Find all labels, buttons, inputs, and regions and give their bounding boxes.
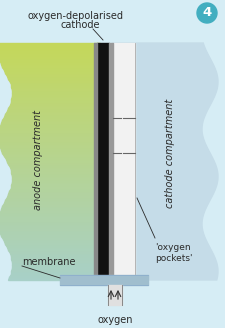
Polygon shape <box>5 111 100 114</box>
Polygon shape <box>2 117 100 120</box>
Polygon shape <box>7 247 100 250</box>
Polygon shape <box>4 241 100 244</box>
Polygon shape <box>0 141 100 144</box>
Polygon shape <box>9 82 100 85</box>
Polygon shape <box>1 64 100 67</box>
Polygon shape <box>7 194 100 197</box>
Polygon shape <box>0 55 100 58</box>
Polygon shape <box>2 203 100 206</box>
Circle shape <box>197 3 217 23</box>
Polygon shape <box>0 123 100 126</box>
Polygon shape <box>8 105 100 108</box>
Polygon shape <box>7 161 100 164</box>
Polygon shape <box>0 135 100 138</box>
Polygon shape <box>12 262 100 265</box>
Polygon shape <box>6 158 100 161</box>
Polygon shape <box>4 114 100 117</box>
Polygon shape <box>11 185 100 188</box>
Text: 4: 4 <box>202 7 212 19</box>
Polygon shape <box>11 170 100 174</box>
Polygon shape <box>0 227 100 230</box>
Polygon shape <box>11 96 100 99</box>
Polygon shape <box>2 67 100 70</box>
Polygon shape <box>4 70 100 72</box>
Polygon shape <box>12 265 100 268</box>
Polygon shape <box>5 197 100 200</box>
Polygon shape <box>11 85 100 88</box>
Polygon shape <box>1 206 100 209</box>
Polygon shape <box>0 126 100 129</box>
Polygon shape <box>11 174 100 176</box>
Polygon shape <box>5 244 100 247</box>
Text: cathode: cathode <box>60 20 100 30</box>
Polygon shape <box>0 49 100 52</box>
Polygon shape <box>7 75 100 78</box>
Polygon shape <box>10 253 100 256</box>
Polygon shape <box>9 188 100 191</box>
Polygon shape <box>8 250 100 253</box>
Polygon shape <box>2 153 100 155</box>
Polygon shape <box>0 144 100 147</box>
Text: oxygen: oxygen <box>97 315 133 325</box>
Text: anode compartment: anode compartment <box>33 110 43 210</box>
Polygon shape <box>8 191 100 194</box>
Polygon shape <box>4 200 100 203</box>
Polygon shape <box>0 138 100 141</box>
Polygon shape <box>11 256 100 259</box>
Polygon shape <box>11 182 100 185</box>
Polygon shape <box>12 93 100 96</box>
Polygon shape <box>10 167 100 170</box>
Polygon shape <box>0 224 100 227</box>
Polygon shape <box>11 88 100 91</box>
Polygon shape <box>12 179 100 182</box>
Polygon shape <box>0 147 100 150</box>
Polygon shape <box>11 99 100 102</box>
Polygon shape <box>7 108 100 111</box>
Polygon shape <box>0 221 100 224</box>
Polygon shape <box>1 120 100 123</box>
Polygon shape <box>0 132 100 135</box>
Polygon shape <box>0 230 100 233</box>
Polygon shape <box>1 236 100 238</box>
Polygon shape <box>12 91 100 93</box>
Polygon shape <box>1 150 100 153</box>
Polygon shape <box>0 233 100 236</box>
Polygon shape <box>0 129 100 132</box>
Polygon shape <box>8 164 100 167</box>
Polygon shape <box>12 176 100 179</box>
Polygon shape <box>9 102 100 105</box>
Polygon shape <box>11 259 100 262</box>
Text: cathode compartment: cathode compartment <box>165 98 175 208</box>
Polygon shape <box>8 277 100 280</box>
Polygon shape <box>11 268 100 271</box>
Polygon shape <box>0 46 100 49</box>
Polygon shape <box>0 212 100 215</box>
Polygon shape <box>0 43 100 46</box>
Polygon shape <box>0 218 100 221</box>
Polygon shape <box>0 58 100 61</box>
Polygon shape <box>0 61 100 64</box>
Polygon shape <box>11 271 100 274</box>
Polygon shape <box>4 155 100 158</box>
Text: oxygen-depolarised: oxygen-depolarised <box>27 11 123 21</box>
Polygon shape <box>9 274 100 277</box>
Polygon shape <box>8 78 100 82</box>
Text: membrane: membrane <box>22 257 76 267</box>
Text: 'oxygen
pockets': 'oxygen pockets' <box>155 243 193 263</box>
Polygon shape <box>2 238 100 241</box>
Polygon shape <box>0 215 100 218</box>
Polygon shape <box>5 72 100 75</box>
Polygon shape <box>113 43 218 280</box>
Polygon shape <box>0 52 100 55</box>
Polygon shape <box>0 209 100 212</box>
